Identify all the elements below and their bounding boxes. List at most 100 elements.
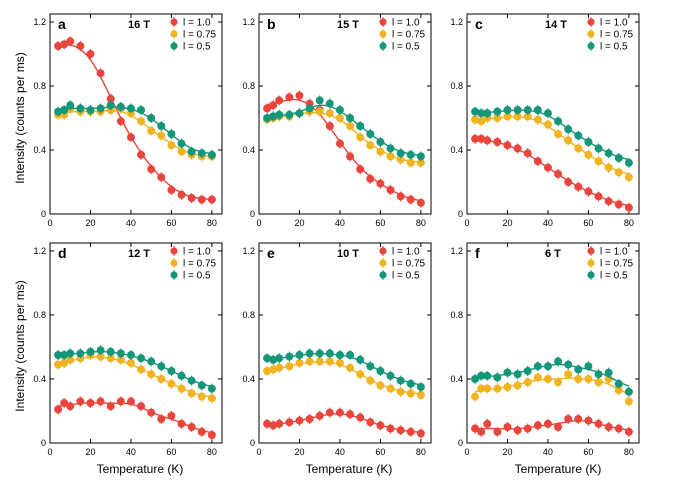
data-point	[386, 144, 395, 153]
data-point	[513, 426, 522, 435]
data-point	[207, 195, 216, 204]
data-point	[54, 405, 63, 414]
data-point	[137, 106, 146, 114]
data-point	[493, 427, 502, 436]
plot-frame	[466, 242, 640, 444]
data-point	[285, 352, 294, 361]
data-point	[366, 376, 375, 385]
x-axis-label-right: Temperature (K)	[515, 462, 602, 476]
fit-curve-0	[58, 43, 212, 200]
x-tick-label: 80	[624, 447, 634, 457]
data-point	[197, 149, 206, 158]
data-point	[86, 50, 95, 58]
legend-marker	[170, 18, 178, 26]
data-point	[386, 384, 395, 393]
y-tick-label: 0.8	[33, 310, 46, 320]
legend-marker	[379, 18, 387, 26]
data-point	[471, 424, 480, 433]
data-point	[416, 158, 425, 167]
data-point	[66, 402, 75, 411]
data-point	[60, 399, 69, 407]
data-point	[523, 378, 532, 387]
data-point	[263, 114, 272, 122]
data-point	[96, 346, 105, 355]
legend-marker	[379, 259, 387, 267]
data-point	[483, 371, 492, 380]
panel-letter: d	[58, 245, 67, 261]
y-tick-label: 0	[41, 438, 46, 448]
data-point	[554, 378, 563, 387]
y-tick-label: 1.2	[242, 246, 255, 256]
data-point	[137, 365, 146, 374]
data-point	[60, 351, 69, 359]
legend-marker	[587, 271, 595, 279]
data-point	[483, 419, 492, 428]
data-point	[604, 163, 613, 172]
legend-label: l = 0.5	[183, 42, 211, 53]
data-point	[207, 394, 216, 403]
data-point	[157, 362, 166, 371]
data-point	[624, 387, 633, 396]
data-point	[167, 411, 176, 420]
data-point	[376, 381, 385, 390]
data-point	[269, 101, 278, 110]
data-point	[157, 131, 166, 140]
x-tick-label: 40	[543, 447, 553, 457]
panel-f: 0 0.4 0.8 1.2 0 20 40 60 80 f 6 T l = 1.0l = 0.75l …	[450, 242, 640, 457]
legend-marker	[170, 271, 178, 279]
x-tick-label: 20	[294, 218, 304, 228]
data-point	[564, 125, 573, 134]
data-point	[106, 402, 115, 411]
data-point	[356, 413, 365, 422]
data-point	[406, 389, 415, 398]
x-tick-label: 20	[502, 218, 512, 228]
data-point	[604, 368, 613, 377]
data-point	[533, 373, 542, 382]
data-point	[356, 370, 365, 379]
data-point	[594, 157, 603, 166]
data-point	[614, 424, 623, 433]
legend-label: l = 0.75	[392, 30, 426, 41]
legend-label: l = 1.0	[183, 18, 211, 29]
legend-marker	[587, 18, 595, 26]
data-point	[315, 357, 324, 366]
data-point	[147, 114, 156, 122]
data-point	[554, 357, 563, 366]
x-tick-label: 20	[294, 447, 304, 457]
data-point	[564, 415, 573, 423]
data-point	[285, 93, 294, 102]
data-point	[187, 147, 196, 156]
fit-curve-0	[266, 98, 422, 202]
data-point	[305, 349, 314, 358]
data-point	[269, 365, 278, 374]
data-point	[406, 379, 415, 388]
data-point	[356, 165, 365, 174]
data-point	[76, 42, 85, 50]
data-point	[346, 114, 355, 122]
data-point	[624, 173, 633, 182]
data-point	[335, 359, 344, 367]
data-point	[207, 384, 216, 393]
x-tick-label: 0	[47, 218, 52, 228]
data-point	[66, 355, 75, 364]
x-tick-label: 40	[335, 218, 345, 228]
y-tick-label: 0	[250, 438, 255, 448]
data-point	[325, 109, 334, 118]
data-point	[493, 114, 502, 122]
data-point	[54, 351, 63, 359]
data-point	[335, 351, 344, 359]
data-point	[533, 106, 542, 114]
data-point	[60, 359, 69, 367]
data-point	[137, 150, 146, 159]
data-point	[416, 429, 425, 438]
data-point	[106, 354, 115, 363]
data-point	[483, 136, 492, 145]
legend-label: l = 0.75	[392, 259, 426, 270]
data-point	[96, 104, 105, 113]
data-point	[207, 431, 216, 439]
data-point	[624, 158, 633, 167]
data-point	[554, 117, 563, 126]
y-tick-label: 0.8	[242, 81, 255, 91]
data-point	[471, 392, 480, 401]
data-point	[396, 426, 405, 435]
